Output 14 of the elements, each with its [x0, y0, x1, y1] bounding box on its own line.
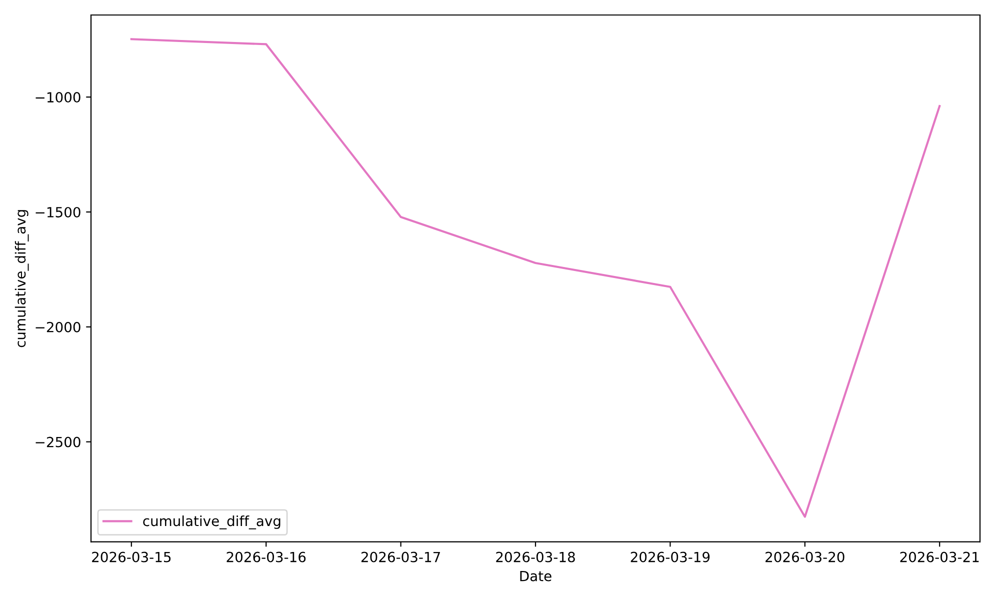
x-tick-label: 2026-03-18 — [496, 552, 575, 562]
y-tick-label: −1500 — [36, 206, 80, 218]
x-tick-label: 2026-03-19 — [630, 552, 710, 562]
x-tick-label: 2026-03-16 — [226, 552, 306, 562]
x-tick-label: 2026-03-17 — [361, 552, 440, 562]
x-tick-label: 2026-03-20 — [766, 552, 844, 562]
x-axis-title: Date — [520, 570, 552, 582]
legend-label: cumulative_diff_avg — [143, 515, 280, 530]
y-tick-label: −2000 — [36, 322, 80, 332]
y-tick-label: −1000 — [36, 92, 80, 103]
y-axis-title: cumulative_diff_avg — [14, 210, 29, 348]
x-tick-label: 2026-03-15 — [92, 552, 171, 562]
x-tick-label: 2026-03-21 — [900, 552, 979, 562]
y-tick-label: −2500 — [36, 436, 80, 448]
